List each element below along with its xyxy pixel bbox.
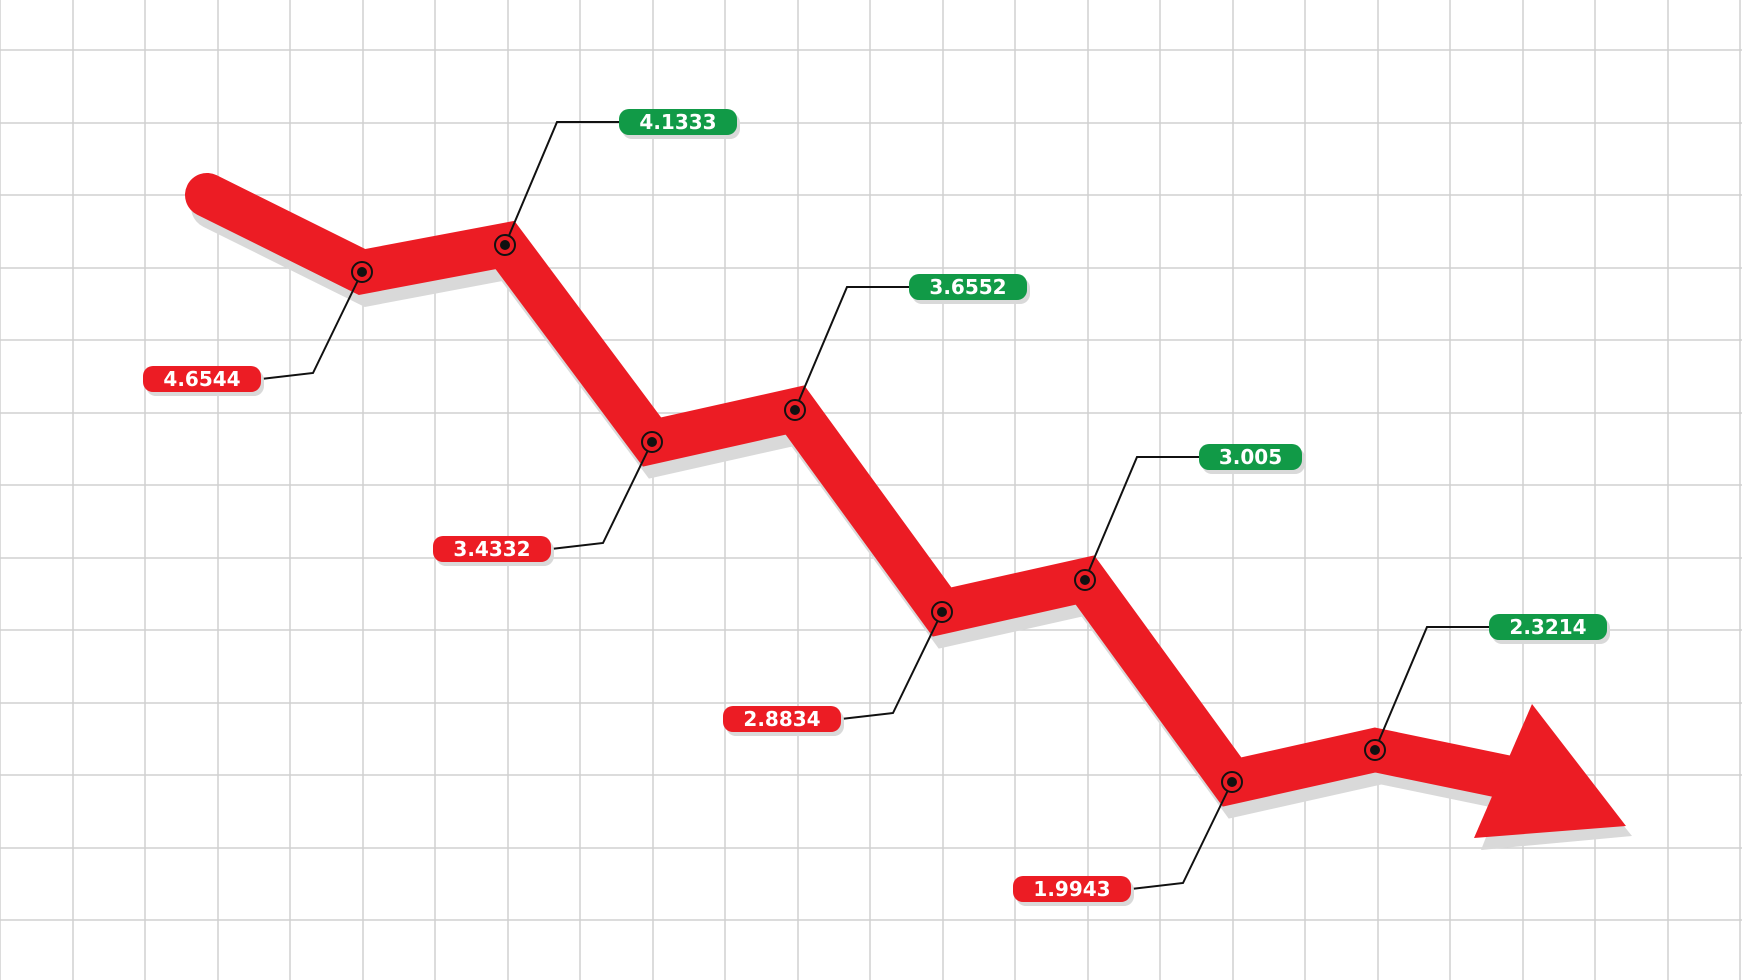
leader-line [1130,781,1233,890]
label-box [1489,614,1607,640]
label-box [1013,876,1131,902]
data-labels: 4.6544 4.1333 3.4332 3.6552 2.8834 3.005 1.994… [143,109,1610,906]
data-label-green: 4.1333 [619,109,740,139]
leader-line [550,441,653,550]
label-box [1199,444,1302,470]
leader-line [504,121,619,246]
point-markers [351,234,1386,793]
point-marker [647,437,657,447]
leader-line [840,611,943,720]
label-box [909,274,1027,300]
point-marker [790,405,800,415]
leader-line [1084,456,1199,581]
leader-line [1374,626,1489,751]
point-marker [1080,575,1090,585]
leader-line [260,271,363,380]
point-marker [1227,777,1237,787]
data-label-red: 2.8834 [723,706,844,736]
leader-lines [260,121,1489,890]
point-marker [357,267,367,277]
data-label-text: 3.005 [1219,445,1282,469]
data-label-text: 1.9943 [1033,877,1110,901]
label-box [433,536,551,562]
data-label-text: 4.6544 [163,367,240,391]
point-marker [937,607,947,617]
data-label-text: 2.3214 [1509,615,1586,639]
trend-line [185,173,1626,838]
data-label-text: 2.8834 [743,707,820,731]
data-label-text: 4.1333 [639,110,716,134]
data-label-green: 2.3214 [1489,614,1610,644]
data-label-green: 3.6552 [909,274,1030,304]
trend-line-path [185,173,1542,807]
data-label-text: 3.4332 [453,537,530,561]
data-label-red: 1.9943 [1013,876,1134,906]
data-label-green: 3.005 [1199,444,1305,474]
point-marker [1370,745,1380,755]
data-label-text: 3.6552 [929,275,1006,299]
data-label-red: 4.6544 [143,366,264,396]
label-box [143,366,261,392]
point-marker [500,240,510,250]
label-box [723,706,841,732]
arrow-head [1474,704,1626,838]
leader-line [794,286,909,411]
label-box [619,109,737,135]
data-label-red: 3.4332 [433,536,554,566]
